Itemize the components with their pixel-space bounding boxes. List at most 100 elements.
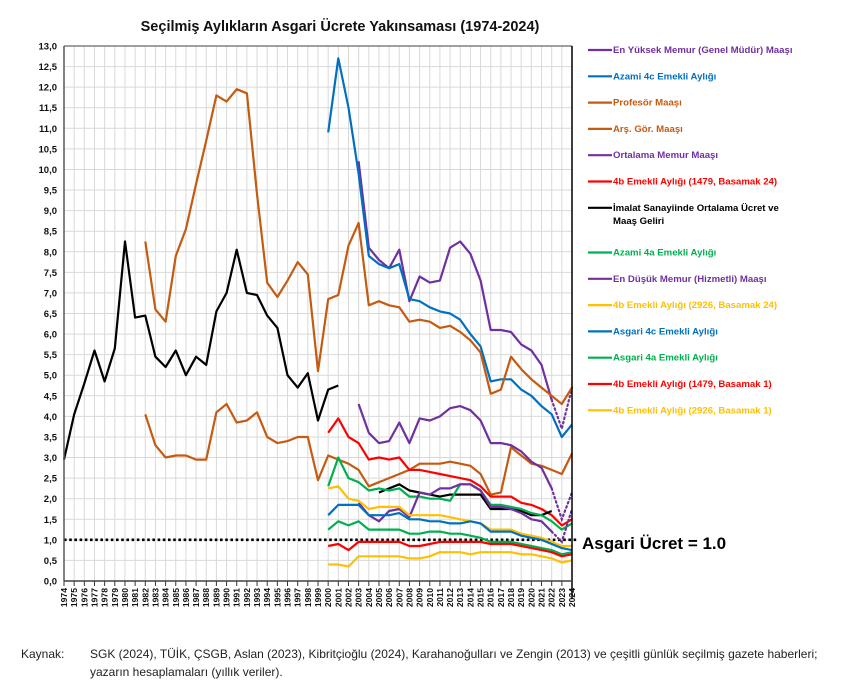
legend-item: Azami 4c Emekli Aylığı (588, 71, 716, 82)
x-tick-label: 2022 (547, 588, 557, 607)
legend-label: Azami 4c Emekli Aylığı (613, 71, 716, 82)
grid (63, 45, 573, 582)
y-axis-ticks: 0,0 0,5 1,0 1,5 2,0 2,5 3,0 3,5 4,0 4,5 5,0 5,5 6,0 6… (39, 42, 58, 588)
x-tick-label: 2014 (465, 588, 475, 607)
legend: En Yüksek Memur (Genel Müdür) Maaşı Azami… (588, 45, 793, 416)
x-tick-label: 1975 (69, 588, 79, 607)
y-tick-label: 6,0 (44, 330, 57, 341)
legend-item: En Yüksek Memur (Genel Müdür) Maaşı (588, 45, 793, 56)
x-tick-label: 1976 (79, 588, 89, 607)
legend-label: Azami 4a Emekli Aylığı (613, 248, 716, 259)
x-tick-label: 1988 (201, 588, 211, 607)
source-text: SGK (2024), TÜİK, ÇSGB, Aslan (2023), Ki… (90, 647, 818, 679)
y-tick-label: 8,0 (44, 247, 57, 258)
x-tick-label: 1990 (222, 588, 232, 607)
y-tick-label: 7,5 (44, 268, 58, 279)
legend-label: Asgari 4a Emekli Aylığı (613, 353, 718, 364)
y-tick-label: 11,5 (39, 103, 58, 114)
series-line-dotted (550, 487, 574, 523)
series-line-segment-2 (378, 483, 553, 517)
series-line (144, 402, 573, 496)
x-tick-label: 2000 (323, 588, 333, 607)
series-8 (327, 456, 573, 531)
legend-item: Asgari 4a Emekli Aylığı (588, 353, 718, 364)
x-tick-label: 1979 (110, 588, 120, 607)
y-tick-label: 9,5 (44, 186, 58, 197)
series-group (62, 57, 574, 568)
legend-label-line: Maaş Geliri (613, 216, 664, 227)
x-tick-label: 2010 (425, 588, 435, 607)
series-line (357, 403, 553, 489)
legend-item: Arş. Gör. Maaşı (588, 124, 683, 135)
x-tick-label: 2013 (455, 588, 465, 607)
x-axis-ticks: 1974 1975 1976 1977 1978 1979 1980 1981 1982 1983… (59, 581, 577, 607)
series-line-dotted (550, 386, 574, 433)
y-tick-label: 13,0 (39, 42, 58, 53)
y-tick-label: 7,0 (44, 288, 57, 299)
x-tick-label: 1983 (150, 588, 160, 607)
y-tick-label: 1,0 (44, 535, 57, 546)
x-tick-label: 1989 (211, 588, 221, 607)
y-tick-label: 4,0 (44, 412, 57, 423)
x-tick-label: 1997 (293, 588, 303, 607)
x-tick-label: 2021 (537, 588, 547, 607)
y-tick-label: 6,5 (44, 309, 58, 320)
x-tick-label: 2023 (557, 588, 567, 607)
legend-label: 4b Emekli Aylığı (1479, Basamak 24) (613, 177, 777, 188)
x-tick-label: 2007 (394, 588, 404, 607)
y-tick-label: 5,5 (44, 350, 58, 361)
x-tick-label: 1981 (130, 588, 140, 607)
x-tick-label: 1998 (303, 588, 313, 607)
x-tick-label: 1980 (120, 588, 130, 607)
legend-item: Profesör Maaşı (588, 98, 682, 109)
source-label: Kaynak: (21, 647, 65, 661)
series-line (144, 88, 573, 406)
x-tick-label: 2012 (445, 588, 455, 607)
x-tick-label: 1996 (283, 588, 293, 607)
series-1 (357, 161, 574, 433)
chart: Seçilmiş Aylıkların Asgari Ücrete Yakıns… (39, 18, 793, 607)
x-tick-label: 1982 (140, 588, 150, 607)
x-tick-label: 1992 (242, 588, 252, 607)
series-7 (62, 240, 553, 517)
x-tick-label: 2019 (516, 588, 526, 607)
legend-label: Ortalama Memur Maaşı (613, 150, 718, 161)
legend-item: 4b Emekli Aylığı (2926, Basamak 1) (588, 405, 772, 416)
series-line (327, 485, 572, 548)
x-tick-label: 1993 (252, 588, 262, 607)
x-tick-label: 1974 (59, 588, 69, 607)
x-tick-label: 2001 (333, 588, 343, 607)
series-9 (357, 483, 574, 544)
x-tick-label: 2009 (415, 588, 425, 607)
series-line (62, 240, 339, 460)
y-tick-label: 2,5 (44, 474, 58, 485)
series-line (327, 540, 573, 558)
legend-label: Arş. Gör. Maaşı (613, 124, 683, 135)
x-tick-label: 2016 (486, 588, 496, 607)
legend-item: İmalat Sanayiinde Ortalama Ücret ve Maaş … (588, 203, 779, 227)
series-2 (327, 57, 573, 439)
series-4 (144, 402, 573, 496)
x-tick-label: 1978 (100, 588, 110, 607)
axes (63, 45, 573, 599)
series-line-dotted (550, 507, 574, 544)
x-tick-label: 1984 (161, 588, 171, 607)
series-12 (327, 520, 573, 556)
legend-label: Asgari 4c Emekli Aylığı (613, 326, 718, 337)
legend-item: En Düşük Memur (Hizmetli) Maaşı (588, 274, 767, 285)
legend-label: Profesör Maaşı (613, 98, 682, 109)
x-tick-label: 1987 (191, 588, 201, 607)
legend-label: 4b Emekli Aylığı (2926, Basamak 24) (613, 300, 777, 311)
x-tick-label: 2011 (435, 588, 445, 607)
x-tick-label: 2020 (526, 588, 536, 607)
legend-item: Ortalama Memur Maaşı (588, 150, 718, 161)
y-tick-label: 0,0 (44, 577, 57, 588)
series-11 (327, 503, 573, 552)
legend-label: 4b Emekli Aylığı (1479, Basamak 1) (613, 379, 772, 390)
series-3 (144, 88, 573, 406)
series-6 (327, 417, 573, 527)
series-5 (357, 403, 574, 523)
x-tick-label: 2006 (384, 588, 394, 607)
x-tick-label: 2005 (374, 588, 384, 607)
legend-label: 4b Emekli Aylığı (2926, Basamak 1) (613, 405, 772, 416)
